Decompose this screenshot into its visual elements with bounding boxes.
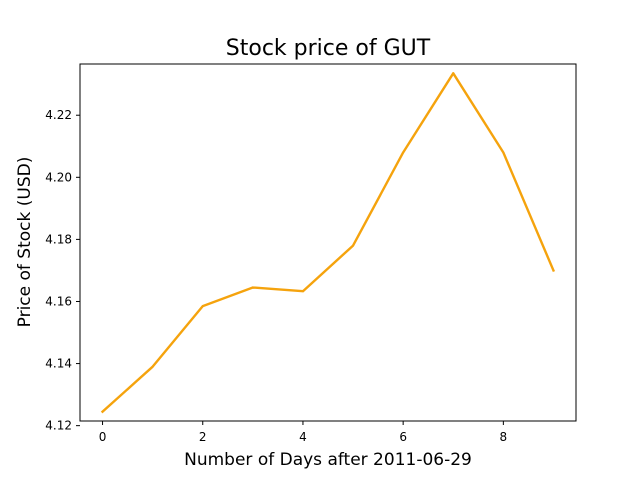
x-tick-label: 4	[299, 430, 307, 444]
data-point	[101, 410, 104, 413]
data-point	[452, 72, 455, 75]
y-tick-label: 4.18	[45, 232, 72, 246]
y-axis-title: Price of Stock (USD)	[15, 157, 35, 328]
x-tick-label: 0	[99, 430, 107, 444]
data-point	[201, 305, 204, 307]
series-line	[100, 72, 556, 414]
plot-frame	[79, 63, 577, 422]
x-tick-label: 2	[199, 430, 207, 444]
y-tick-label: 4.12	[45, 419, 72, 433]
y-tick-label: 4.20	[45, 170, 72, 184]
data-point	[502, 151, 505, 154]
x-axis-title: Number of Days after 2011-06-29	[184, 450, 472, 470]
x-tick-label: 8	[500, 430, 508, 444]
x-tick-label: 6	[399, 430, 407, 444]
data-point	[302, 290, 304, 293]
plot-area: 0 2 4 6 8 4.12 4.14 4.16 4.18 4.20 4.22	[45, 72, 556, 444]
chart-title: Stock price of GUT	[226, 36, 431, 61]
y-tick-label: 4.14	[45, 357, 72, 371]
data-point	[252, 286, 254, 289]
data-point	[402, 151, 404, 154]
data-point	[151, 365, 154, 368]
y-tick-label: 4.16	[45, 294, 72, 308]
data-point	[552, 269, 555, 272]
y-tick-label: 4.22	[45, 108, 72, 122]
data-point	[352, 244, 354, 247]
